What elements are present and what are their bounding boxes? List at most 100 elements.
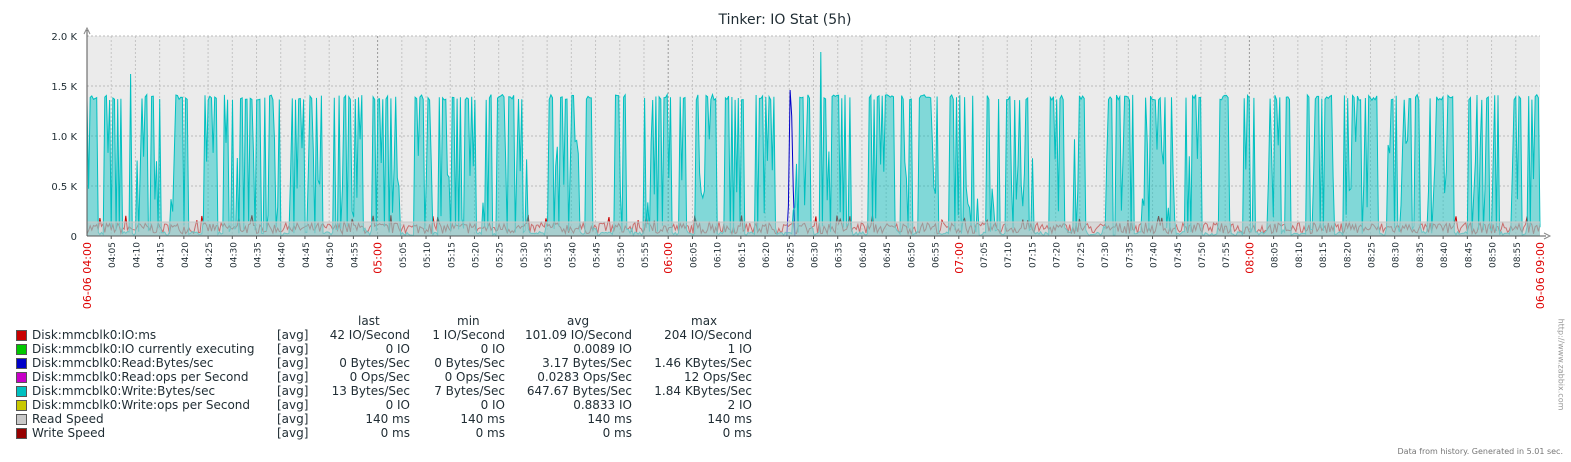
x-tick-label: 07:55 (1222, 242, 1232, 268)
legend-header-avg: avg (567, 314, 590, 328)
x-tick-label: 06:35 (835, 242, 845, 268)
legend-value-min: 0 Bytes/Sec (434, 356, 505, 370)
x-tick-label: 07:35 (1125, 242, 1135, 268)
legend-item-name: Read Speed (32, 412, 104, 426)
x-tick-label: 06:20 (762, 242, 772, 268)
legend-item-func: [avg] (277, 384, 309, 398)
x-tick-label: 08:35 (1416, 242, 1426, 268)
x-tick-label: 05:10 (423, 242, 433, 268)
legend-value-avg: 0 ms (602, 426, 632, 440)
legend-value-max: 1.46 KBytes/Sec (654, 356, 752, 370)
x-tick-label: 08:05 (1271, 242, 1281, 268)
x-tick-label: 04:20 (181, 242, 191, 268)
x-tick-label: 07:25 (1077, 242, 1087, 268)
x-range-label: 06-06 09:00 (1534, 242, 1547, 309)
legend-item-name: Disk:mmcblk0:Read:ops per Second (32, 370, 249, 384)
legend-row: Disk:mmcblk0:Write:ops per Second [avg] 0 … (0, 398, 800, 412)
legend-value-min: 0 ms (475, 426, 505, 440)
legend-value-min: 0 IO (480, 398, 505, 412)
legend-item-func: [avg] (277, 342, 309, 356)
x-axis-arrow (1543, 232, 1552, 240)
x-tick-label: 05:25 (496, 242, 506, 268)
legend-value-min: 1 IO/Second (432, 328, 505, 342)
legend-value-last: 13 Bytes/Sec (331, 384, 410, 398)
x-tick-label: 06:30 (811, 242, 821, 268)
x-tick-label: 05:35 (544, 242, 554, 268)
legend-value-max: 1 IO (727, 342, 752, 356)
y-tick-label: 0.5 K (51, 182, 77, 193)
legend-value-max: 2 IO (727, 398, 752, 412)
x-tick-label: 07:50 (1198, 242, 1208, 268)
legend-swatch (16, 358, 27, 369)
legend-item-func: [avg] (277, 328, 309, 342)
legend-item-func: [avg] (277, 412, 309, 426)
x-tick-label: 07:45 (1174, 242, 1184, 268)
x-tick-label: 05:00 (372, 242, 385, 274)
legend-value-avg: 0.0283 Ops/Sec (537, 370, 632, 384)
legend-value-max: 12 Ops/Sec (683, 370, 752, 384)
legend-value-max: 0 ms (722, 426, 752, 440)
x-tick-label: 05:40 (568, 242, 578, 268)
y-axis-arrow (83, 26, 91, 35)
legend-row: Disk:mmcblk0:Write:Bytes/sec [avg] 13 Byte… (0, 384, 800, 398)
legend-item-func: [avg] (277, 398, 309, 412)
x-tick-label: 06:00 (662, 242, 675, 274)
x-tick-label: 06:10 (714, 242, 724, 268)
x-tick-label: 06:40 (859, 242, 869, 268)
legend-value-min: 140 ms (460, 412, 505, 426)
x-tick-label: 06:05 (689, 242, 699, 268)
x-tick-label: 08:15 (1319, 242, 1329, 268)
x-tick-label: 07:15 (1028, 242, 1038, 268)
x-tick-label: 04:15 (157, 242, 167, 268)
legend-value-avg: 647.67 Bytes/Sec (526, 384, 632, 398)
legend-value-last: 0 Ops/Sec (349, 370, 410, 384)
y-tick-label: 1.5 K (51, 82, 77, 93)
legend-value-avg: 0.8833 IO (573, 398, 632, 412)
legend-value-min: 0 IO (480, 342, 505, 356)
legend-item-name: Disk:mmcblk0:Read:Bytes/sec (32, 356, 214, 370)
legend-row: Disk:mmcblk0:IO currently executing [avg]… (0, 342, 800, 356)
legend-value-last: 42 IO/Second (329, 328, 410, 342)
legend-item-name: Disk:mmcblk0:IO:ms (32, 328, 157, 342)
x-tick-label: 04:40 (278, 242, 288, 268)
legend-row: Read Speed [avg] 140 ms 140 ms 140 ms 140 ms (0, 412, 800, 426)
x-tick-label: 04:30 (229, 242, 239, 268)
x-tick-label: 05:50 (617, 242, 627, 268)
x-tick-label: 04:25 (205, 242, 215, 268)
legend-value-min: 0 Ops/Sec (444, 370, 505, 384)
x-tick-label: 08:10 (1295, 242, 1305, 268)
y-tick-label: 0 (71, 232, 77, 243)
x-tick-label: 07:10 (1004, 242, 1014, 268)
x-tick-label: 05:05 (399, 242, 409, 268)
x-tick-label: 06:25 (786, 242, 796, 268)
x-tick-label: 08:25 (1367, 242, 1377, 268)
legend-value-last: 0 IO (385, 342, 410, 356)
legend-swatch (16, 428, 27, 439)
legend-value-avg: 101.09 IO/Second (525, 328, 632, 342)
legend-value-last: 0 ms (380, 426, 410, 440)
legend-header-max: max (691, 314, 718, 328)
legend-value-max: 140 ms (707, 412, 752, 426)
x-tick-label: 04:10 (132, 242, 142, 268)
legend-header-min: min (457, 314, 480, 328)
legend-item-name: Disk:mmcblk0:Write:ops per Second (32, 398, 251, 412)
x-tick-label: 06:15 (738, 242, 748, 268)
x-tick-label: 07:00 (953, 242, 966, 274)
y-axis-labels: 0 0.5 K 1.0 K 1.5 K 2.0 K (51, 32, 77, 243)
x-tick-label: 08:30 (1392, 242, 1402, 268)
chart-title: Tinker: IO Stat (5h) (718, 12, 852, 28)
legend-row: Disk:mmcblk0:Read:Bytes/sec [avg] 0 Bytes/… (0, 356, 800, 370)
x-tick-label: 08:40 (1440, 242, 1450, 268)
legend-swatch (16, 372, 27, 383)
legend-row: Disk:mmcblk0:Read:ops per Second [avg] 0 O… (0, 370, 800, 384)
x-tick-label: 04:35 (254, 242, 264, 268)
x-tick-label: 04:55 (350, 242, 360, 268)
legend-swatch (16, 344, 27, 355)
x-tick-label: 07:40 (1150, 242, 1160, 268)
x-range-label: 06-06 04:00 (81, 242, 94, 309)
x-tick-label: 08:50 (1489, 242, 1499, 268)
legend-item-func: [avg] (277, 426, 309, 440)
y-tick-label: 2.0 K (51, 32, 77, 43)
x-tick-label: 06:50 (907, 242, 917, 268)
